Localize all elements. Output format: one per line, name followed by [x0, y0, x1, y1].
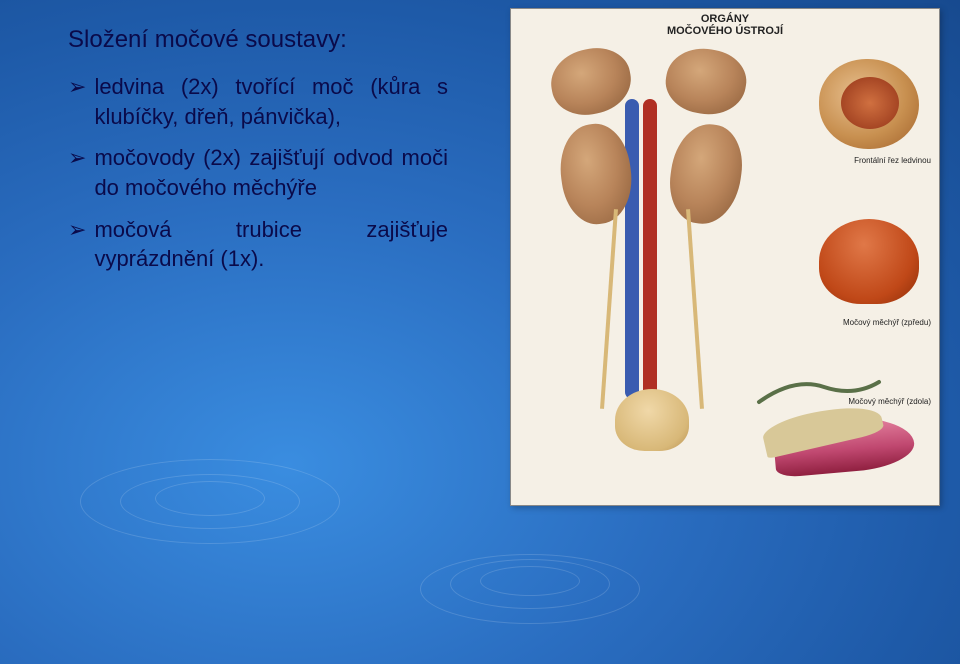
bullet-item: ➢ močová trubice zajišťuje vyprázdnění (… [68, 215, 448, 274]
ureter-left [600, 209, 618, 409]
bullet-icon: ➢ [68, 72, 86, 102]
kidney-top-left [546, 43, 636, 121]
figure-body: Frontální řez ledvinou Močový měchýř (zp… [511, 39, 939, 507]
figure-label-bladder-side: Močový měchýř (zdola) [848, 398, 931, 407]
bullet-item: ➢ močovody (2x) zajišťují odvod moči do … [68, 143, 448, 202]
kidney-cross-section [819, 59, 919, 149]
bullet-text: močovody (2x) zajišťují odvod moči do mo… [94, 143, 448, 202]
figure-title-line1: ORGÁNY [701, 13, 749, 25]
kidney-top-right [661, 43, 751, 121]
figure-label-kidney: Frontální řez ledvinou [854, 157, 931, 166]
text-content: Složení močové soustavy: ➢ ledvina (2x) … [68, 26, 448, 286]
vena-cava [625, 99, 639, 399]
bullet-icon: ➢ [68, 143, 86, 173]
anatomy-figure: ORGÁNY MOČOVÉHO ÚSTROJÍ Frontální řez le… [510, 8, 940, 506]
bladder-front-section [819, 219, 919, 304]
bullet-item: ➢ ledvina (2x) tvořící moč (kůra s klubí… [68, 72, 448, 131]
bullet-text: ledvina (2x) tvořící moč (kůra s klubíčk… [94, 72, 448, 131]
figure-title: ORGÁNY MOČOVÉHO ÚSTROJÍ [511, 9, 939, 39]
bullet-text: močová trubice zajišťuje vyprázdnění (1x… [94, 215, 448, 274]
ureter-right [686, 209, 704, 409]
figure-title-line2: MOČOVÉHO ÚSTROJÍ [667, 25, 783, 37]
ripple-decoration [155, 481, 265, 516]
kidney-right [664, 120, 747, 229]
aorta [643, 99, 657, 399]
bladder [615, 389, 689, 451]
ripple-decoration [480, 566, 580, 596]
bladder-side-section [772, 411, 916, 478]
bullet-icon: ➢ [68, 215, 86, 245]
figure-label-bladder-front: Močový měchýř (zpředu) [843, 319, 931, 328]
slide-title: Složení močové soustavy: [68, 26, 448, 54]
